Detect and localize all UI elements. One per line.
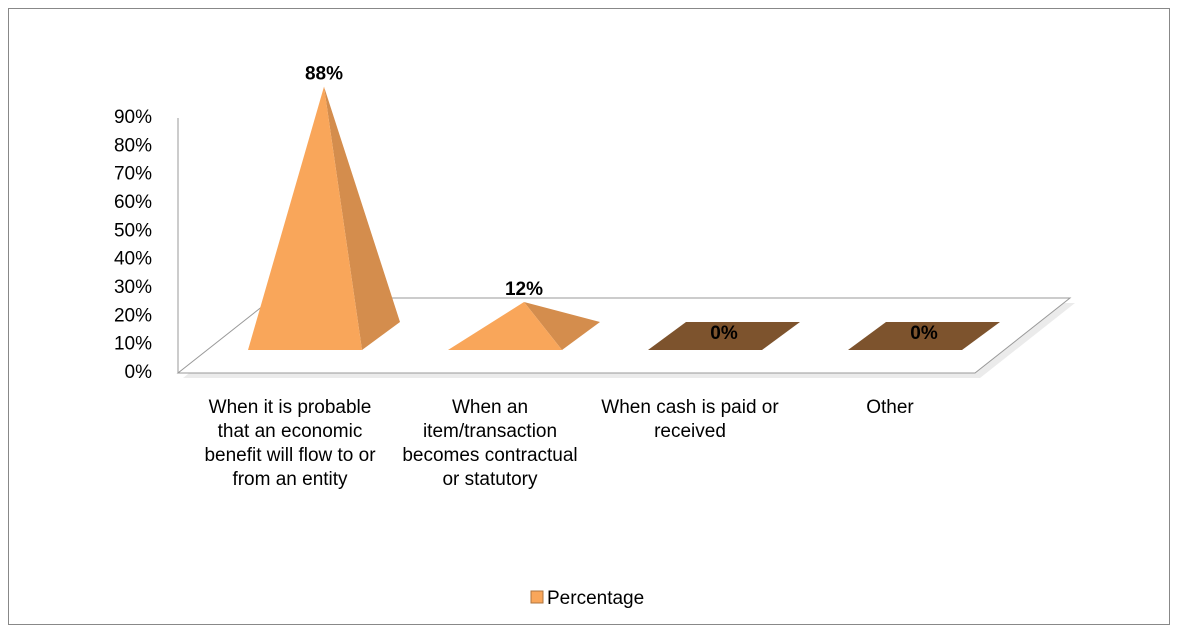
data-label: 88%: [305, 64, 343, 85]
data-label: 0%: [910, 323, 938, 344]
pyramid-base: [648, 322, 800, 350]
data-label: 12%: [505, 279, 543, 300]
y-tick-label: 10%: [114, 334, 152, 355]
y-tick-label: 0%: [125, 362, 153, 383]
y-tick-label: 50%: [114, 220, 152, 241]
x-tick-label: Other: [866, 397, 914, 418]
y-tick-label: 30%: [114, 277, 152, 298]
y-tick-label: 70%: [114, 164, 152, 185]
pyramid-base: [848, 322, 1000, 350]
y-tick-label: 60%: [114, 192, 152, 213]
x-tick-label: When cash is paid or received: [601, 397, 779, 442]
x-tick-label: When it is probable that an economic benef…: [204, 397, 376, 490]
y-tick-label: 80%: [114, 135, 152, 156]
floor: [176, 297, 1072, 374]
y-tick-label: 90%: [114, 107, 152, 128]
pyramid-side: [324, 86, 400, 351]
y-tick-label: 40%: [114, 249, 152, 270]
data-label: 0%: [710, 323, 738, 344]
x-tick-label: When an item/transaction becomes contractu…: [402, 397, 577, 490]
y-tick-label: 20%: [114, 305, 152, 326]
pyramid-front: [248, 86, 362, 351]
legend-swatch: [530, 590, 544, 604]
pyramid-front: [448, 302, 562, 350]
pyramid-side: [524, 302, 600, 350]
legend-label: Percentage: [547, 588, 644, 609]
